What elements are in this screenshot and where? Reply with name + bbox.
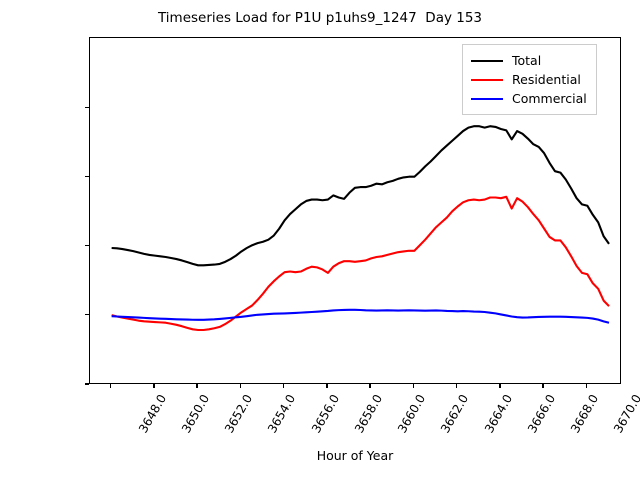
y-tick-mark — [85, 383, 89, 385]
legend-line-swatch — [471, 59, 503, 62]
x-tick-mark — [109, 384, 112, 388]
x-tick-label: 3652.0 — [222, 392, 256, 436]
series-line-commercial — [111, 308, 610, 324]
x-tick-label: 3660.0 — [395, 392, 429, 436]
x-tick-mark — [153, 384, 155, 388]
x-axis-label: Hour of Year — [316, 448, 394, 463]
x-tick-label: 3666.0 — [524, 392, 559, 436]
x-tick-label: 3668.0 — [568, 392, 602, 436]
x-tick-mark — [412, 384, 415, 388]
x-tick-label: 3650.0 — [178, 392, 212, 436]
chart-legend: Total Residential Commercial — [462, 44, 597, 115]
x-tick-mark — [499, 384, 501, 388]
legend-label: Commercial — [512, 91, 587, 106]
x-tick-mark — [239, 384, 242, 388]
series-line-residential — [111, 195, 610, 332]
legend-item[interactable]: Residential — [471, 70, 587, 89]
x-tick-mark — [542, 384, 544, 388]
x-tick-label: 3656.0 — [308, 392, 342, 436]
x-tick-label: 3648.0 — [135, 392, 169, 436]
y-tick-mark — [85, 106, 89, 108]
x-tick-mark — [282, 384, 285, 388]
chart-title: Timeseries Load for P1U p1uhs9_1247 Day … — [157, 10, 483, 26]
x-tick-label: 3658.0 — [351, 392, 385, 436]
x-tick-mark — [455, 384, 458, 388]
legend-label: Residential — [512, 72, 581, 87]
x-tick-label: 3670.0 — [611, 392, 640, 436]
legend-label: Total — [512, 53, 542, 68]
x-tick-label: 3662.0 — [438, 392, 472, 436]
x-tick-label: 3654.0 — [265, 392, 299, 436]
series-line-total — [111, 125, 610, 267]
y-tick-mark — [85, 314, 89, 316]
x-tick-mark — [196, 384, 198, 388]
legend-line-swatch — [471, 78, 503, 81]
y-tick-mark — [85, 244, 89, 247]
series-canvas — [111, 125, 610, 332]
legend-item[interactable]: Commercial — [471, 89, 587, 108]
x-tick-mark — [369, 384, 371, 388]
legend-item[interactable]: Total — [471, 51, 587, 70]
legend-line-swatch — [471, 97, 503, 100]
x-tick-mark — [585, 384, 588, 388]
y-tick-mark — [85, 175, 89, 178]
x-tick-label: 3664.0 — [481, 392, 515, 436]
x-tick-mark — [326, 384, 328, 388]
